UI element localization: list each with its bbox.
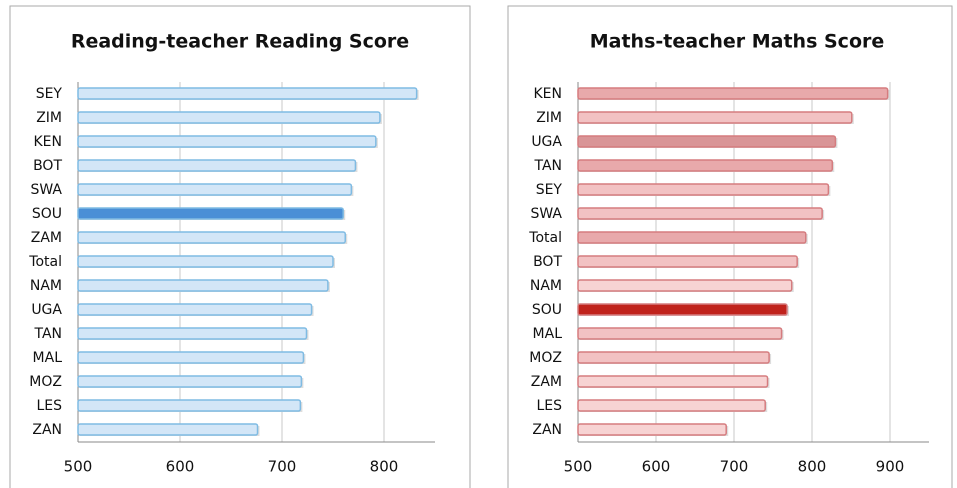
y-tick-label: ZAN	[532, 422, 562, 438]
y-tick-label: Total	[28, 254, 62, 270]
y-tick-label: MAL	[533, 326, 563, 342]
y-tick-label: ZAN	[32, 422, 62, 438]
bar	[577, 375, 769, 388]
panel	[9, 5, 471, 488]
x-tick-label: 600	[642, 458, 671, 476]
y-tick-label: KEN	[534, 86, 563, 102]
bar	[77, 351, 305, 364]
y-tick-label: SOU	[32, 206, 62, 222]
bar	[577, 183, 830, 196]
bar	[577, 87, 889, 100]
y-tick-label: BOT	[33, 158, 62, 174]
y-tick-label: MOZ	[29, 374, 62, 390]
bar	[577, 111, 853, 124]
y-tick-label: SEY	[36, 86, 63, 102]
x-tick-label: 800	[798, 458, 827, 476]
y-tick-label: SWA	[30, 182, 62, 198]
y-tick-label: LES	[36, 398, 62, 414]
y-tick-label: ZAM	[31, 230, 62, 246]
y-tick-label: SEY	[536, 182, 563, 198]
bar	[577, 423, 727, 436]
bar	[77, 399, 302, 412]
bar	[577, 279, 793, 292]
y-tick-label: SWA	[530, 206, 562, 222]
y-tick-label: BOT	[533, 254, 562, 270]
x-tick-label: 600	[166, 458, 195, 476]
bar	[77, 87, 418, 100]
x-tick-label: 800	[370, 458, 399, 476]
x-tick-label: 700	[268, 458, 297, 476]
bar	[577, 351, 770, 364]
x-tick-label: 500	[64, 458, 93, 476]
panel	[507, 5, 953, 488]
bar	[577, 303, 788, 316]
y-tick-label: ZIM	[36, 110, 62, 126]
bar	[577, 135, 837, 148]
y-tick-label: TAN	[33, 326, 62, 342]
bar	[77, 279, 329, 292]
bar	[77, 207, 344, 220]
chart-title: Reading-teacher Reading Score	[71, 31, 409, 53]
bar	[577, 255, 798, 268]
chart-title: Maths-teacher Maths Score	[590, 31, 885, 53]
x-tick-label: 900	[876, 458, 905, 476]
y-tick-label: TAN	[533, 158, 562, 174]
bar	[77, 135, 377, 148]
bar	[577, 327, 783, 340]
bar	[77, 375, 303, 388]
y-tick-label: SOU	[532, 302, 562, 318]
y-tick-label: NAM	[30, 278, 62, 294]
bar	[77, 303, 313, 316]
bar	[77, 423, 259, 436]
bar	[577, 159, 834, 172]
bar	[77, 327, 308, 340]
y-tick-label: MOZ	[529, 350, 562, 366]
bar	[77, 255, 334, 268]
y-tick-label: ZAM	[531, 374, 562, 390]
y-tick-label: MAL	[33, 350, 63, 366]
y-tick-label: Total	[528, 230, 562, 246]
y-tick-label: NAM	[530, 278, 562, 294]
bar	[77, 159, 357, 172]
x-tick-label: 700	[720, 458, 749, 476]
bar	[77, 111, 381, 124]
bar	[77, 231, 346, 244]
bar	[577, 207, 823, 220]
y-tick-label: KEN	[34, 134, 63, 150]
y-tick-label: LES	[536, 398, 562, 414]
bar	[77, 183, 353, 196]
bar	[577, 231, 807, 244]
y-tick-label: ZIM	[536, 110, 562, 126]
bar	[577, 399, 766, 412]
y-tick-label: UGA	[531, 134, 562, 150]
x-tick-label: 500	[564, 458, 593, 476]
y-tick-label: UGA	[31, 302, 62, 318]
